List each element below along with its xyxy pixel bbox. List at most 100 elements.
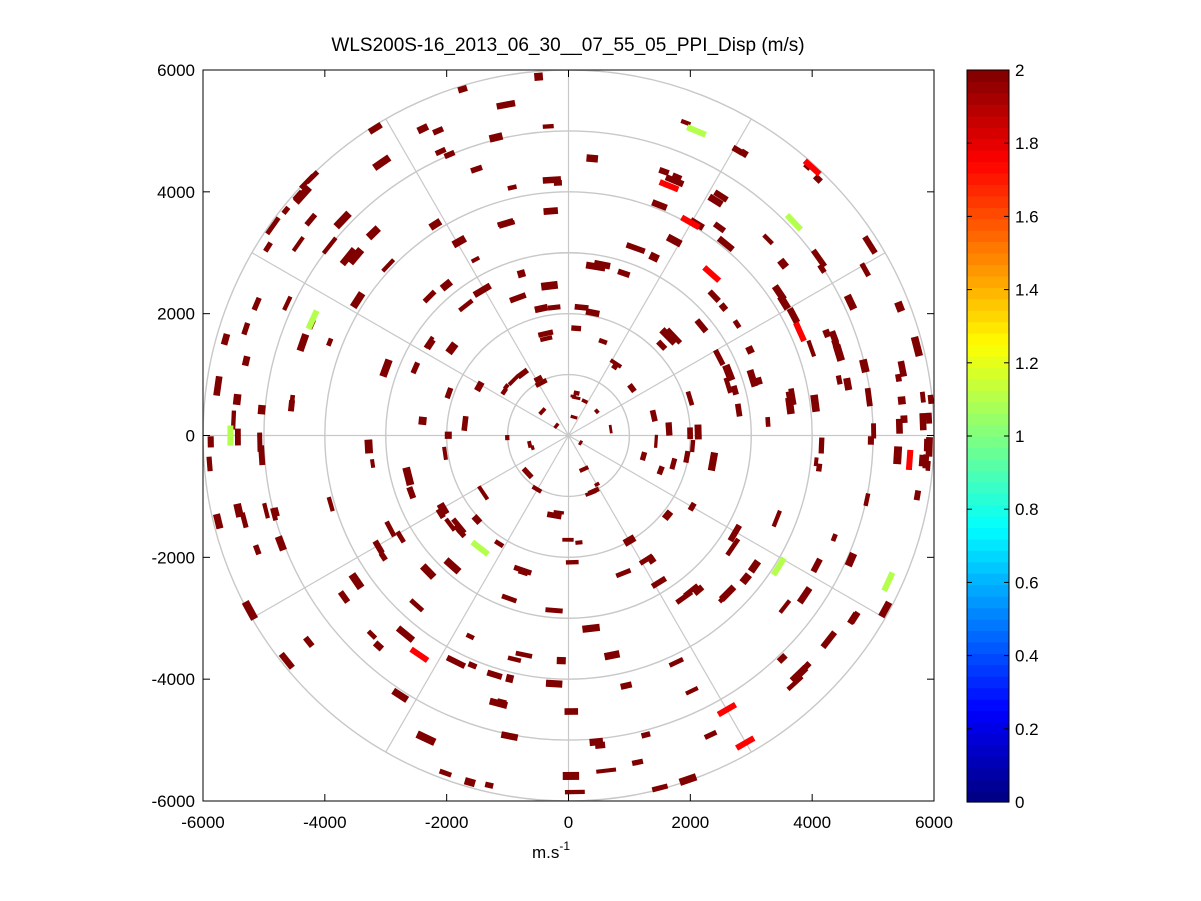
colorbar-segment — [967, 184, 1009, 197]
highlight-gate — [802, 158, 822, 177]
colorbar — [967, 70, 1009, 803]
range-gate — [477, 485, 490, 501]
colorbar-segment — [967, 413, 1009, 426]
range-gate — [498, 219, 516, 229]
range-gate — [638, 553, 654, 566]
range-gate — [864, 387, 873, 407]
range-gate — [656, 339, 668, 351]
range-gate — [416, 123, 430, 135]
colorbar-segment — [967, 744, 1009, 757]
range-gate — [687, 501, 697, 512]
range-gate — [553, 179, 563, 186]
range-gate — [716, 235, 735, 253]
range-gate — [241, 322, 251, 336]
range-gate — [348, 572, 365, 591]
range-gate — [505, 434, 510, 441]
range-gate — [444, 517, 457, 532]
range-gate — [694, 318, 709, 334]
range-gate — [372, 640, 385, 652]
highlight-gate — [227, 425, 234, 446]
range-gate — [806, 339, 817, 358]
range-gate — [543, 207, 559, 215]
colorbar-segment — [967, 127, 1009, 140]
range-gate — [281, 205, 291, 216]
range-gate — [278, 651, 295, 670]
range-gate — [474, 380, 485, 393]
x-tick-label: 6000 — [915, 813, 953, 832]
range-gate — [496, 99, 516, 110]
range-gate — [507, 655, 522, 663]
colorbar-segment — [967, 756, 1009, 769]
colorbar-segment — [967, 504, 1009, 517]
range-gate — [671, 172, 683, 183]
range-gate — [707, 289, 721, 303]
colorbar-segment — [967, 138, 1009, 151]
colorbar-segment — [967, 779, 1009, 792]
range-gate — [925, 437, 933, 457]
y-tick-label: -4000 — [152, 670, 195, 689]
range-gate — [844, 551, 858, 568]
range-gate — [564, 708, 579, 715]
range-gate — [395, 625, 416, 643]
range-gate — [206, 456, 213, 472]
colorbar-segment — [967, 367, 1009, 380]
range-gate — [287, 399, 296, 412]
range-gate — [723, 377, 733, 394]
range-gate — [661, 509, 674, 521]
range-gate — [835, 375, 843, 385]
range-gate — [565, 559, 579, 565]
range-gate — [897, 360, 908, 378]
chart-title: WLS200S-16_2013_06_30__07_55_05_PPI_Disp… — [331, 35, 804, 56]
range-gate — [656, 465, 665, 476]
colorbar-segment — [967, 333, 1009, 346]
range-gate — [465, 632, 475, 641]
y-tick-label: -2000 — [152, 548, 195, 567]
range-gate — [658, 167, 670, 177]
range-gate — [785, 397, 795, 415]
range-gate — [381, 258, 396, 273]
range-gate — [753, 376, 763, 386]
range-gate — [571, 325, 582, 332]
colorbar-segment — [967, 81, 1009, 94]
range-gate — [241, 600, 258, 621]
range-gate — [859, 262, 871, 278]
range-gate — [484, 781, 494, 789]
azimuth-spoke — [251, 434, 569, 619]
range-gate — [252, 544, 262, 556]
range-gate — [832, 343, 845, 362]
range-gate — [762, 233, 774, 246]
range-gate — [665, 327, 683, 345]
colorbar-segment — [967, 676, 1009, 689]
azimuth-spoke — [568, 434, 886, 619]
range-gate — [234, 428, 241, 446]
range-gate — [822, 328, 832, 339]
colorbar-segment — [967, 321, 1009, 334]
range-gate — [739, 148, 749, 159]
colorbar-segment — [967, 172, 1009, 185]
range-gate — [299, 173, 315, 190]
azimuth-spoke — [567, 435, 752, 753]
range-gate — [461, 415, 469, 432]
range-gate — [776, 653, 788, 664]
highlight-gate — [702, 265, 722, 283]
range-gate — [251, 296, 262, 311]
colorbar-segment — [967, 550, 1009, 563]
range-gate — [486, 669, 503, 680]
colorbar-segment — [967, 641, 1009, 654]
range-gate — [919, 413, 927, 431]
range-gate — [367, 121, 383, 135]
x-tick-label: 4000 — [793, 813, 831, 832]
colorbar-segment — [967, 70, 1009, 83]
range-gate — [717, 591, 731, 604]
range-gate — [683, 450, 691, 464]
range-gate — [263, 241, 273, 253]
range-gate — [463, 777, 476, 788]
highlight-points — [227, 124, 914, 751]
range-gate — [586, 154, 599, 163]
range-gate — [830, 533, 838, 542]
range-gate — [685, 390, 695, 406]
range-gate — [470, 255, 481, 264]
range-gate — [391, 687, 410, 703]
range-gate — [847, 611, 859, 626]
range-gate — [668, 657, 685, 668]
